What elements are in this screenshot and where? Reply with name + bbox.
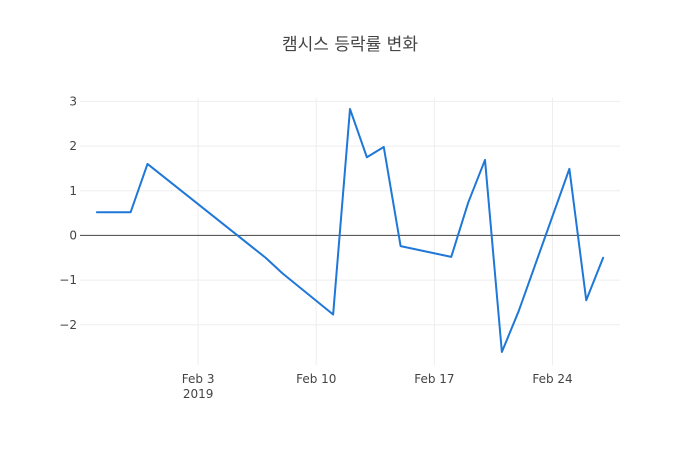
y-axis-tick-labels: 3 2 1 0 −1 −2 xyxy=(59,94,77,331)
chart-title: 캠시스 등락률 변화 xyxy=(282,35,418,55)
y-tick-label: 3 xyxy=(69,94,77,108)
y-tick-label: 0 xyxy=(69,228,77,242)
x-tick-label: Feb 3 xyxy=(182,372,215,386)
gridlines xyxy=(80,98,620,365)
y-tick-label: −1 xyxy=(59,273,77,287)
x-tick-year-label: 2019 xyxy=(183,387,214,401)
x-tick-label: Feb 24 xyxy=(532,372,572,386)
y-tick-label: 2 xyxy=(69,139,77,153)
y-tick-label: 1 xyxy=(69,184,77,198)
x-tick-label: Feb 10 xyxy=(296,372,336,386)
series-line xyxy=(95,108,605,354)
x-tick-label: Feb 17 xyxy=(414,372,454,386)
series-group xyxy=(95,108,605,354)
y-tick-label: −2 xyxy=(59,318,77,332)
